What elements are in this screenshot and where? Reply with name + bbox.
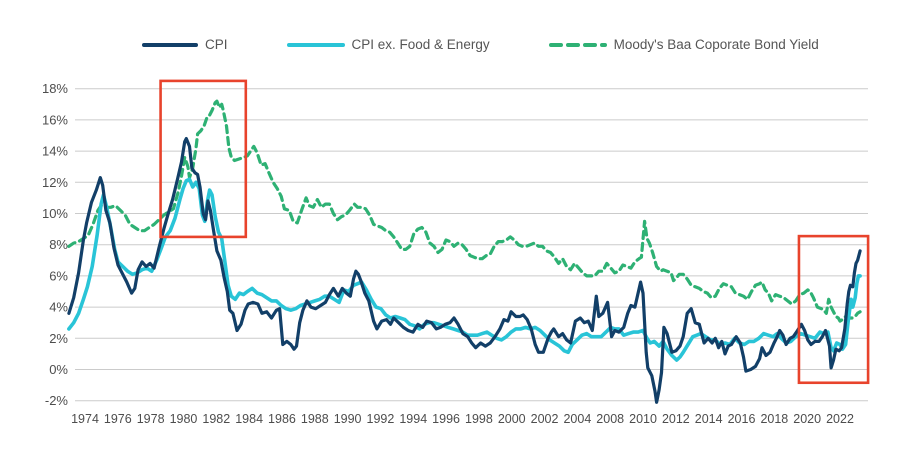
x-axis-tick-label: 1996: [432, 412, 460, 426]
legend-item-cpi: CPI: [142, 37, 228, 52]
x-axis-tick-label: 1984: [235, 412, 263, 426]
x-axis-tick-label: 2022: [826, 412, 854, 426]
x-axis-tick-label: 2016: [728, 412, 756, 426]
core-cpi-line-swatch: [286, 42, 345, 47]
legend-label-baa-yield: Moody's Baa Coporate Bond Yield: [613, 37, 819, 52]
x-axis-tick-label: 2002: [531, 412, 559, 426]
x-axis-tick-label: 2020: [793, 412, 821, 426]
cpi-line-swatch: [142, 42, 198, 47]
y-axis-tick-label: 16%: [42, 112, 68, 127]
y-axis-tick-label: 18%: [42, 81, 68, 96]
x-axis-tick-label: 1974: [71, 412, 99, 426]
y-axis-tick-label: 6%: [49, 268, 68, 283]
y-axis-tick-label: 10%: [42, 206, 68, 221]
x-axis-tick-label: 1980: [170, 412, 198, 426]
x-axis-tick-label: 1976: [104, 412, 132, 426]
y-axis-tick-label: 0%: [49, 362, 68, 377]
legend-label-core-cpi: CPI ex. Food & Energy: [351, 37, 490, 52]
legend-item-core-cpi: CPI ex. Food & Energy: [286, 37, 490, 52]
x-axis-tick-label: 1998: [465, 412, 493, 426]
y-axis-tick-label: 2%: [49, 331, 68, 346]
baa-yield-line-swatch: [548, 42, 607, 47]
x-axis-tick-label: 1982: [202, 412, 230, 426]
x-axis-tick-label: 2014: [695, 412, 723, 426]
x-axis-tick-label: 1994: [399, 412, 427, 426]
x-axis-tick-label: 2000: [498, 412, 526, 426]
legend: CPI CPI ex. Food & Energy Moody's Baa Co…: [142, 37, 819, 52]
legend-label-cpi: CPI: [205, 37, 228, 52]
y-axis-tick-label: 4%: [49, 300, 68, 315]
highlight-box-late-1970s-early-1980s-inflation: [159, 79, 248, 239]
y-axis-tick-label: 14%: [42, 144, 68, 159]
y-axis-tick-label: 8%: [49, 237, 68, 252]
y-axis-tick-label: -2%: [45, 393, 69, 408]
highlight-box-2019-2022-inflation: [797, 234, 870, 385]
x-axis-tick-label: 1988: [301, 412, 329, 426]
x-axis-tick-label: 2004: [563, 412, 591, 426]
x-axis-tick-label: 1978: [137, 412, 165, 426]
x-axis-tick-label: 2012: [662, 412, 690, 426]
x-axis-tick-label: 1986: [268, 412, 296, 426]
x-axis-tick-label: 2010: [629, 412, 657, 426]
x-axis-tick-label: 1990: [334, 412, 362, 426]
cpi-line: [67, 137, 862, 404]
legend-item-baa-yield: Moody's Baa Coporate Bond Yield: [548, 37, 819, 52]
x-axis-tick-label: 2018: [760, 412, 788, 426]
x-axis-tick-label: 1992: [367, 412, 395, 426]
baa-yield-line: [67, 99, 862, 323]
y-axis-tick-label: 12%: [42, 175, 68, 190]
x-axis-tick-label: 2008: [596, 412, 624, 426]
